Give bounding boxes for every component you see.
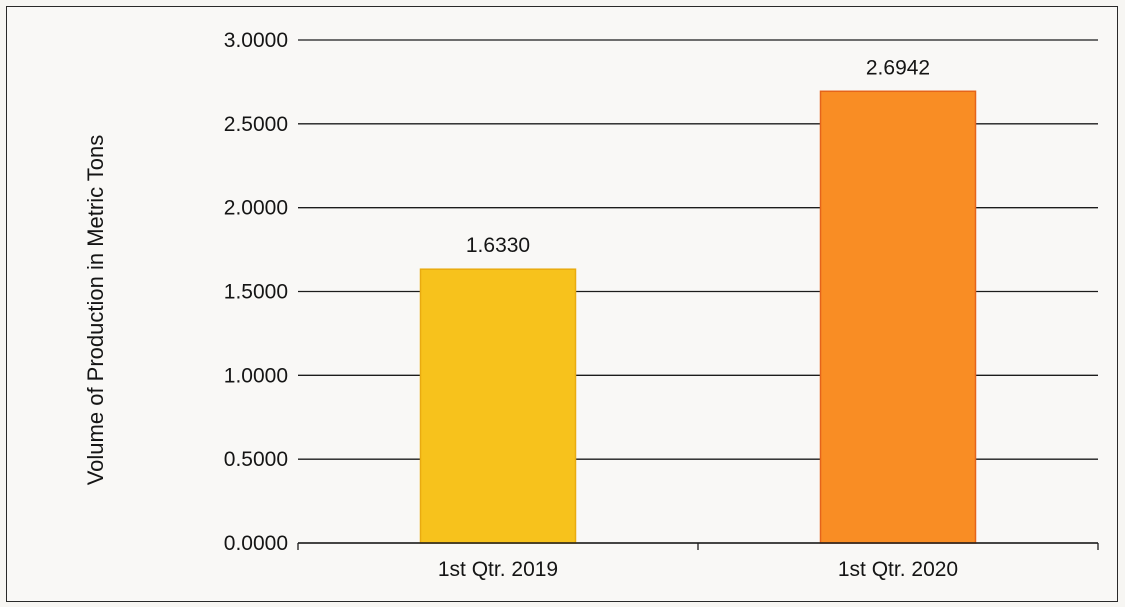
- y-tick-label: 1.0000: [224, 364, 288, 387]
- x-tick-labels: 1st Qtr. 2019 1st Qtr. 2020: [438, 558, 958, 581]
- x-tick-label: 1st Qtr. 2020: [838, 558, 958, 581]
- data-label: 1.6330: [466, 234, 530, 257]
- y-tick-label: 0.0000: [224, 532, 288, 555]
- axes: [297, 542, 1099, 550]
- y-tick-label: 0.5000: [224, 448, 288, 471]
- y-tick-label: 1.5000: [224, 281, 288, 304]
- data-labels: 1.6330 2.6942: [466, 56, 930, 257]
- gridlines: [298, 39, 1098, 544]
- bar: [819, 90, 977, 544]
- x-tick-label: 1st Qtr. 2019: [438, 558, 558, 581]
- bars: [419, 90, 977, 544]
- y-tick-label: 3.0000: [224, 29, 288, 52]
- y-tick-label: 2.5000: [224, 113, 288, 136]
- data-label: 2.6942: [866, 56, 930, 79]
- bar: [419, 268, 577, 544]
- y-axis-label: Volume of Production in Metric Tons: [83, 135, 108, 486]
- y-tick-label: 2.0000: [224, 197, 288, 220]
- y-tick-labels: 0.0000 0.5000 1.0000 1.5000 2.0000 2.5000 3.00…: [224, 29, 288, 555]
